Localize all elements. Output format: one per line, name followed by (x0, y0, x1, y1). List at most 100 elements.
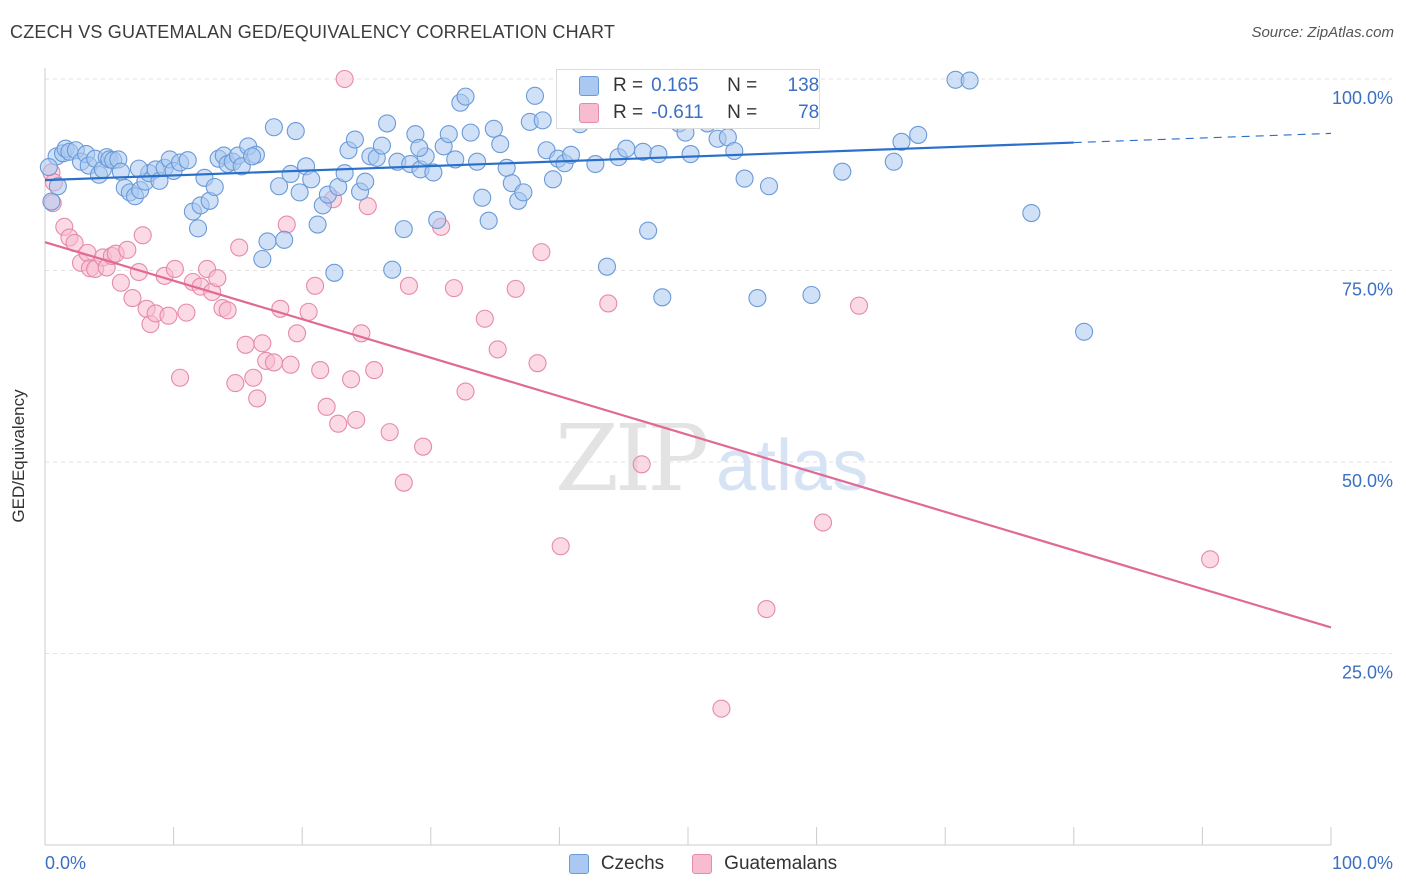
guatemalans-point (599, 294, 618, 313)
czechs-point (1075, 322, 1094, 341)
czechs-point (302, 170, 321, 189)
guatemalans-r-value: -0.611 (651, 102, 704, 123)
czechs-legend-label: Czechs (600, 853, 665, 874)
y-tick-label: 25.0% (1342, 663, 1393, 683)
guatemalans-point (306, 276, 325, 295)
guatemalans-point (288, 324, 307, 343)
guatemalans-point (133, 226, 152, 245)
czechs-point (428, 210, 447, 229)
guatemalans-point (380, 423, 399, 442)
czechs-n-value: 138 (787, 75, 820, 96)
czechs-point (378, 114, 397, 133)
legend-row-czechs: R = 0.165 N = 138 (579, 74, 819, 98)
y-tick-label: 50.0% (1342, 471, 1393, 491)
guatemalans-n-value: 78 (798, 102, 820, 123)
legend-item-guatemalans[interactable]: Guatemalans (692, 853, 837, 875)
x-tick-label: 100.0% (1332, 853, 1393, 873)
czechs-trend-extension (1073, 132, 1332, 144)
r-label: R = (613, 102, 644, 123)
czechs-point (39, 158, 58, 177)
guatemalans-legend-swatch (692, 854, 713, 874)
czechs-r-value: 0.165 (651, 75, 699, 96)
czechs-point (129, 159, 148, 178)
guatemalans-point (329, 414, 348, 433)
czechs-point (561, 145, 581, 164)
guatemalans-point (456, 382, 475, 401)
guatemalans-point (394, 473, 413, 492)
czechs-point (308, 215, 327, 234)
czechs-point (748, 289, 767, 308)
guatemalans-point (347, 410, 366, 429)
czechs-point (960, 71, 979, 90)
guatemalans-point (712, 699, 731, 718)
czechs-point (1022, 204, 1041, 223)
czechs-point (533, 111, 552, 130)
guatemalans-point (123, 289, 142, 308)
r-label: R = (613, 75, 644, 96)
x-tick-label: 0.0% (45, 853, 86, 873)
legend-row-guatemalans: R = -0.611 N = 78 (579, 101, 819, 125)
guatemalans-point (281, 355, 300, 374)
czechs-point (356, 172, 375, 191)
guatemalans-points (42, 69, 1220, 718)
czechs-point (264, 118, 283, 137)
guatemalans-point (506, 279, 525, 298)
guatemalans-swatch (579, 103, 599, 123)
czechs-point (439, 125, 458, 144)
czechs-point (275, 230, 294, 249)
guatemalans-point (551, 537, 570, 556)
czechs-point (833, 162, 852, 181)
chart-title: CZECH VS GUATEMALAN GED/EQUIVALENCY CORR… (10, 22, 616, 42)
czechs-point (479, 211, 498, 230)
czechs-point (461, 123, 480, 142)
y-tick-label: 100.0% (1332, 88, 1393, 108)
guatemalans-point (277, 215, 296, 234)
guatemalans-point (208, 269, 227, 288)
czechs-point (258, 232, 277, 251)
legend-item-czechs[interactable]: Czechs (568, 853, 665, 875)
guatemalans-point (244, 368, 263, 387)
czechs-point (48, 177, 67, 196)
czechs-point (468, 152, 487, 171)
czechs-point (178, 151, 197, 170)
guatemalans-point (226, 374, 245, 393)
czechs-point (242, 147, 262, 166)
czechs-point (205, 177, 224, 197)
stats-legend: R = 0.165 N = 138 R = -0.611 N = 78 (556, 69, 820, 129)
czechs-point (725, 141, 744, 161)
guatemalans-point (118, 240, 137, 259)
czechs-point (372, 136, 391, 155)
czechs-point (909, 125, 928, 144)
czechs-point (394, 220, 413, 239)
czechs-points (39, 70, 1094, 341)
czechs-point (514, 183, 533, 202)
czechs-legend-swatch (568, 854, 589, 874)
guatemalans-point (414, 437, 433, 456)
czechs-point (649, 145, 668, 164)
guatemalans-point (488, 340, 507, 359)
czechs-point (543, 170, 563, 189)
y-axis-label: GED/Equivalency (9, 389, 28, 523)
guatemalans-point (335, 69, 354, 89)
czechs-point (484, 119, 503, 138)
guatemalans-point (177, 303, 196, 322)
watermark: ZIP atlas (555, 405, 868, 512)
guatemalans-point (218, 301, 237, 320)
series-legend: Czechs Guatemalans (0, 853, 1406, 875)
czechs-point (735, 169, 754, 188)
guatemalans-point (358, 197, 377, 216)
czechs-point (473, 188, 492, 207)
watermark-zip: ZIP (555, 405, 706, 512)
guatemalans-point (632, 455, 651, 474)
guatemalans-point (757, 600, 776, 619)
czechs-swatch (579, 76, 599, 96)
guatemalans-point (317, 397, 336, 416)
czechs-point (253, 249, 272, 269)
czechs-point (383, 260, 402, 279)
guatemalans-point (849, 296, 869, 315)
source-label: Source: ZipAtlas.com (1251, 24, 1394, 41)
guatemalans-point (170, 368, 190, 387)
czechs-point (335, 164, 354, 183)
guatemalans-point (528, 354, 547, 373)
